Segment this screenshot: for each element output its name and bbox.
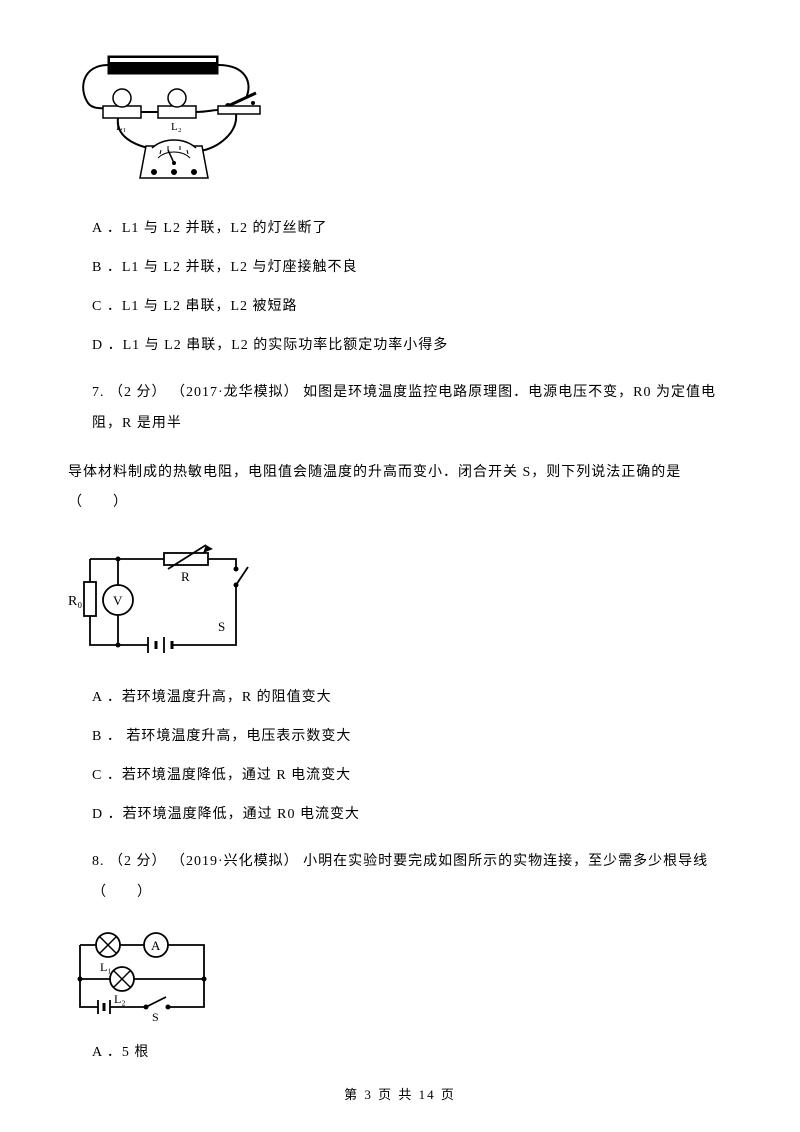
q6-option-a: A ．L1 与 L2 并联，L2 的灯丝断了 bbox=[92, 218, 732, 239]
q8-circuit-figure: L₁ A L₂ S bbox=[68, 927, 732, 1022]
q7-stem-line2: 导体材料制成的热敏电阻，电阻值会随温度的升高而变小．闭合开关 S，则下列说法正确… bbox=[68, 458, 732, 520]
q7-label-r0: R₀ bbox=[68, 594, 82, 609]
q6-option-d: D ．L1 与 L2 串联，L2 的实际功率比额定功率小得多 bbox=[92, 335, 732, 356]
q7-option-d: D ．若环境温度降低，通过 R0 电流变大 bbox=[92, 804, 732, 825]
q7-circuit-figure: R₀ V R S bbox=[68, 537, 732, 667]
q6-circuit-svg: L₁ L₂ bbox=[68, 48, 268, 198]
q8-stem: 8. （2 分） （2019·兴化模拟） 小明在实验时要完成如图所示的实物连接，… bbox=[92, 847, 732, 909]
q8-label-s: S bbox=[152, 1010, 159, 1022]
q7-stem-line1: 7. （2 分） （2017·龙华模拟） 如图是环境温度监控电路原理图．电源电压… bbox=[92, 378, 732, 440]
svg-text:L₂: L₂ bbox=[171, 121, 182, 133]
q8-label-l1: L₁ bbox=[100, 960, 112, 974]
page-footer: 第 3 页 共 14 页 bbox=[0, 1085, 800, 1105]
q8-label-l2: L₂ bbox=[114, 992, 126, 1006]
q6-option-b: B ．L1 与 L2 并联，L2 与灯座接触不良 bbox=[92, 257, 732, 278]
q7-circuit-svg: R₀ V R S bbox=[68, 537, 258, 667]
q8-label-a: A bbox=[151, 938, 161, 953]
q7-label-r: R bbox=[181, 569, 190, 584]
q6-circuit-figure: L₁ L₂ bbox=[68, 48, 732, 198]
q8-circuit-svg: L₁ A L₂ S bbox=[68, 927, 218, 1022]
q8-option-a: A ．5 根 bbox=[92, 1042, 732, 1063]
q7-label-v: V bbox=[113, 593, 123, 608]
q6-option-c: C ．L1 与 L2 串联，L2 被短路 bbox=[92, 296, 732, 317]
q7-option-b: B ． 若环境温度升高，电压表示数变大 bbox=[92, 726, 732, 747]
q7-label-s: S bbox=[218, 619, 225, 634]
q7-option-a: A ．若环境温度升高，R 的阻值变大 bbox=[92, 687, 732, 708]
q7-option-c: C ．若环境温度降低，通过 R 电流变大 bbox=[92, 765, 732, 786]
